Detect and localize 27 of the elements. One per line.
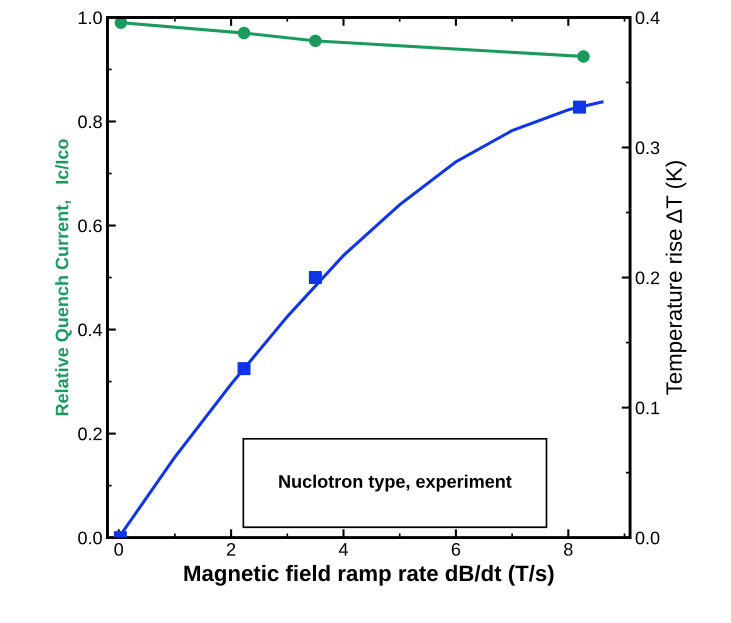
x-tick-label: 0 <box>114 542 124 556</box>
y-tick-label: 0.6 <box>78 219 102 232</box>
y-tick-label: 0.0 <box>78 532 102 544</box>
y-tick-label: 0.2 <box>78 428 102 440</box>
y2-tick-label: 0.2 <box>636 271 660 284</box>
x-axis-title: Magnetic field ramp rate dB/dt (T/s) <box>184 564 554 586</box>
y2-tick-label: 0.3 <box>636 141 660 154</box>
y2-tick-label: 0.0 <box>636 532 660 544</box>
point <box>309 34 322 48</box>
y-tick-label: 1.0 <box>78 11 102 24</box>
y2-tick-label: 0.1 <box>636 402 660 414</box>
point <box>114 17 128 29</box>
point <box>577 50 590 63</box>
y2-tick-label: 0.4 <box>636 11 660 24</box>
x-tick-label: 4 <box>338 543 348 556</box>
point <box>573 100 586 114</box>
y-axis-title: Relative Quench Current, Ic/Ico <box>55 139 72 416</box>
point <box>308 271 322 284</box>
x-tick-label: 2 <box>226 542 236 556</box>
point <box>238 362 251 376</box>
x-tick-label: 6 <box>452 542 460 556</box>
y2-axis-title: Temperature rise ΔT (K) <box>666 161 686 395</box>
y-tick-label: 0.8 <box>78 115 102 128</box>
y-tick-label: 0.4 <box>78 324 102 336</box>
annotation: Nuclotron type, experiment <box>279 474 512 492</box>
x-tick-label: 8 <box>564 542 573 556</box>
point <box>238 26 250 40</box>
